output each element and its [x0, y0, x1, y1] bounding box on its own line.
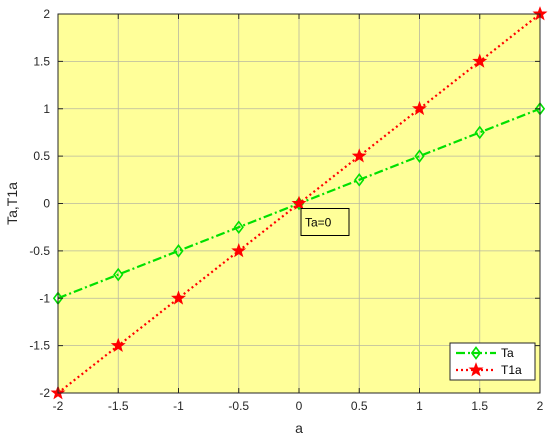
star-marker: [412, 100, 427, 116]
x-tick-label: -0.5: [228, 399, 249, 413]
axis-frame: [57, 13, 541, 394]
y-tick-label: 1: [43, 102, 50, 116]
diamond-marker: [470, 346, 482, 360]
y-tick-label: 1.5: [33, 54, 50, 68]
diamond-marker: [414, 149, 425, 163]
star-marker: [291, 195, 307, 210]
diamond-marker: [354, 172, 365, 187]
series-t1a: [50, 6, 548, 400]
annotation-box: Ta=0: [300, 208, 350, 236]
diamond-marker: [474, 125, 485, 140]
y-tick-label: 2: [43, 7, 50, 21]
legend-box: [449, 342, 536, 381]
star-marker: [171, 290, 186, 305]
x-tick-label: 1.5: [471, 399, 488, 413]
x-tick-label: 0: [296, 399, 303, 413]
diamond-marker: [233, 220, 244, 235]
y-tick-label: 0.5: [33, 149, 50, 163]
star-marker: [472, 53, 488, 68]
x-tick-label: -2: [53, 399, 64, 413]
y-axis-title: Ta,T1a: [4, 182, 20, 225]
x-tick-label: -1.5: [108, 399, 129, 413]
annotation-label: Ta=0: [305, 216, 332, 230]
legend-label: T1a: [501, 363, 522, 377]
x-tick-label: -1: [173, 399, 184, 413]
series-lines: [50, 6, 548, 400]
star-marker: [468, 362, 484, 377]
diamond-marker: [113, 267, 124, 282]
diamond-marker: [173, 244, 184, 258]
legend: Ta T1a: [449, 342, 536, 381]
x-axis-title: a: [295, 420, 303, 436]
legend-label: Ta: [501, 346, 514, 360]
annotation-frame: [300, 208, 350, 236]
x-tick-label: 1: [416, 399, 423, 413]
x-tick-labels: -2 -1.5 -1 -0.5 0 0.5 1 1.5 2: [53, 399, 544, 413]
y-tick-label: -1: [39, 291, 50, 305]
x-tick-label: 0.5: [351, 399, 368, 413]
star-marker: [110, 337, 126, 352]
y-tick-label: -1.5: [29, 339, 50, 353]
y-tick-label: 0: [43, 197, 50, 211]
y-tick-label: -2: [39, 386, 50, 400]
star-marker: [231, 243, 247, 258]
y-tick-labels: -2 -1.5 -1 -0.5 0 0.5 1 1.5 2: [29, 7, 50, 400]
y-tick-label: -0.5: [29, 244, 50, 258]
x-tick-label: 2: [537, 399, 544, 413]
star-marker: [351, 148, 367, 163]
